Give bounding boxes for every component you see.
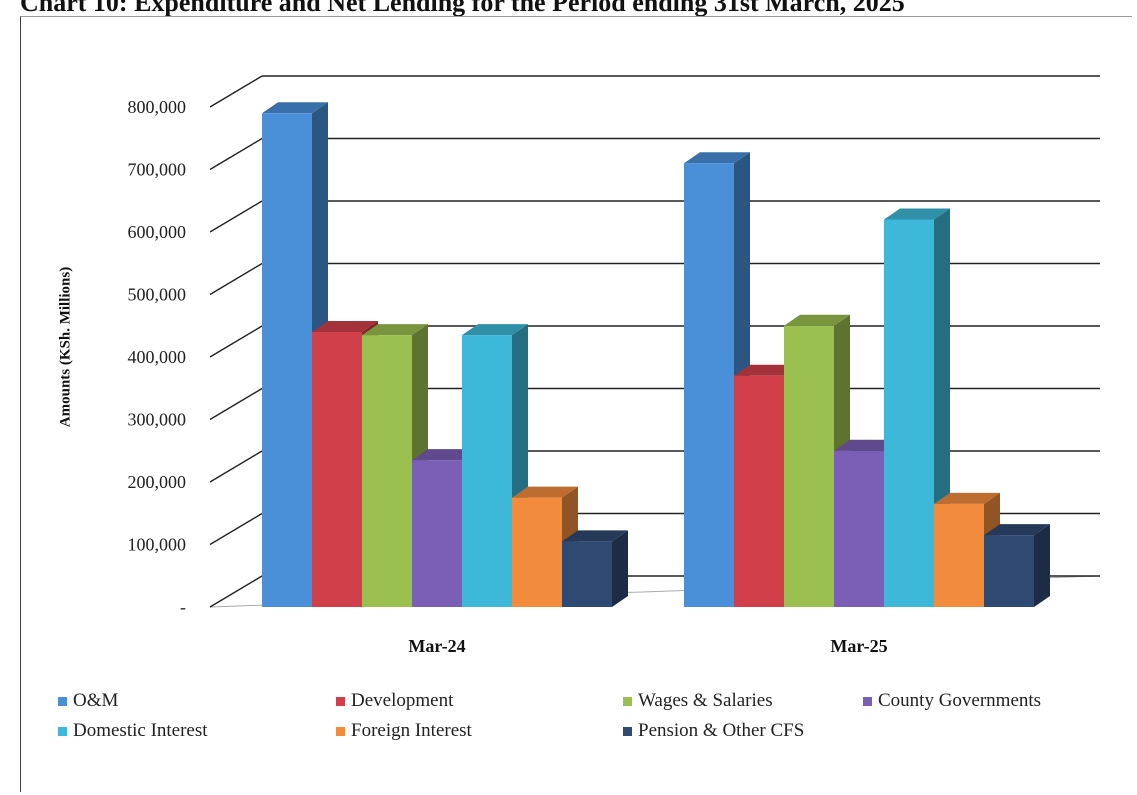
bar-top bbox=[934, 492, 1000, 504]
y-tick-label: 200,000 bbox=[128, 472, 187, 492]
bar-top bbox=[684, 152, 750, 164]
bar-front bbox=[462, 335, 512, 607]
gridline-diagonal bbox=[209, 575, 263, 608]
legend-label: Foreign Interest bbox=[351, 720, 472, 741]
chart-title: Chart 10: Expenditure and Net Lending fo… bbox=[20, 0, 905, 16]
legend: O&M Development Wages & Salaries County Gov… bbox=[58, 690, 1128, 750]
y-tick-label: 800,000 bbox=[128, 97, 187, 117]
gridline-diagonal bbox=[209, 387, 263, 421]
bar-side bbox=[1034, 524, 1050, 607]
bar-front bbox=[412, 460, 462, 607]
gridline-diagonal bbox=[209, 75, 263, 108]
legend-item: O&M bbox=[58, 690, 118, 712]
bars bbox=[262, 102, 1050, 607]
x-tick-labels: Mar-24 Mar-25 bbox=[408, 636, 887, 656]
legend-label: Development bbox=[351, 690, 454, 711]
bar-front bbox=[934, 503, 984, 607]
bar bbox=[512, 486, 578, 607]
legend-item: Wages & Salaries bbox=[623, 690, 773, 712]
legend-item: Pension & Other CFS bbox=[623, 720, 804, 742]
chart-frame bbox=[20, 16, 1132, 792]
bar-front bbox=[784, 325, 834, 607]
bar-top bbox=[884, 208, 950, 220]
bar-top bbox=[262, 102, 328, 114]
bar-front bbox=[362, 335, 412, 607]
y-axis-label: Amounts (KSh. Millions) bbox=[57, 266, 74, 428]
bar-front bbox=[562, 541, 612, 607]
bar-front bbox=[834, 450, 884, 607]
bar-front bbox=[262, 113, 312, 607]
legend-swatch bbox=[336, 726, 345, 736]
bar bbox=[562, 530, 628, 607]
y-tick-label: 600,000 bbox=[128, 222, 187, 242]
bar-front bbox=[734, 375, 784, 607]
legend-row: Domestic Interest Foreign Interest Pension… bbox=[58, 720, 1128, 750]
legend-label: County Governments bbox=[878, 690, 1042, 711]
bar-top bbox=[312, 321, 378, 332]
bar-top bbox=[412, 449, 478, 461]
y-tick-label: 500,000 bbox=[128, 285, 187, 305]
gridline-diagonal bbox=[209, 262, 263, 296]
legend-label: Pension & Other CFS bbox=[638, 720, 805, 741]
y-tick-label: 400,000 bbox=[128, 347, 187, 367]
bar-front bbox=[884, 219, 934, 607]
gridline-diagonal bbox=[209, 512, 263, 546]
bar-top bbox=[984, 524, 1050, 536]
legend-item: Development bbox=[336, 690, 453, 712]
y-tick-label: 700,000 bbox=[128, 160, 187, 180]
legend-item: County Governments bbox=[863, 690, 1041, 712]
bar bbox=[362, 324, 428, 607]
bar-front bbox=[984, 535, 1034, 607]
y-tick-label: 100,000 bbox=[128, 535, 187, 555]
legend-label: Wages & Salaries bbox=[638, 690, 773, 711]
y-tick-labels: - 100,000 200,000 300,000 400,000 500,000 600,… bbox=[128, 97, 187, 617]
bar-chart: - 100,000 200,000 300,000 400,000 500,000 600,… bbox=[128, 75, 1101, 656]
y-tick-label: 300,000 bbox=[128, 410, 187, 430]
bar bbox=[984, 524, 1050, 607]
legend-item: Domestic Interest bbox=[58, 720, 208, 742]
gridline-diagonal bbox=[209, 200, 263, 233]
legend-swatch bbox=[58, 726, 67, 736]
gridline-diagonal bbox=[209, 137, 263, 171]
y-tick-label: - bbox=[180, 597, 186, 617]
legend-swatch bbox=[623, 726, 632, 736]
legend-item: Foreign Interest bbox=[336, 720, 472, 742]
bar-front bbox=[684, 163, 734, 607]
bar-top bbox=[834, 439, 900, 451]
legend-row: O&M Development Wages & Salaries County Gov… bbox=[58, 690, 1128, 720]
legend-swatch bbox=[623, 696, 632, 706]
bar-top bbox=[734, 364, 800, 376]
bar-top bbox=[462, 324, 528, 336]
gridline-diagonal bbox=[209, 450, 263, 483]
bar-front bbox=[312, 332, 362, 607]
x-tick-label: Mar-25 bbox=[830, 636, 887, 656]
bar-top bbox=[512, 486, 578, 498]
legend-label: O&M bbox=[73, 690, 119, 711]
bar-top bbox=[562, 530, 628, 542]
x-tick-label: Mar-24 bbox=[408, 636, 465, 656]
bar-top bbox=[362, 324, 428, 336]
bar-front bbox=[512, 497, 562, 607]
legend-label: Domestic Interest bbox=[73, 720, 208, 741]
gridline-diagonal bbox=[209, 325, 263, 358]
legend-swatch bbox=[863, 696, 872, 706]
legend-swatch bbox=[336, 696, 345, 706]
bar-side bbox=[612, 530, 628, 607]
bar-top bbox=[784, 314, 850, 326]
legend-swatch bbox=[58, 696, 67, 706]
